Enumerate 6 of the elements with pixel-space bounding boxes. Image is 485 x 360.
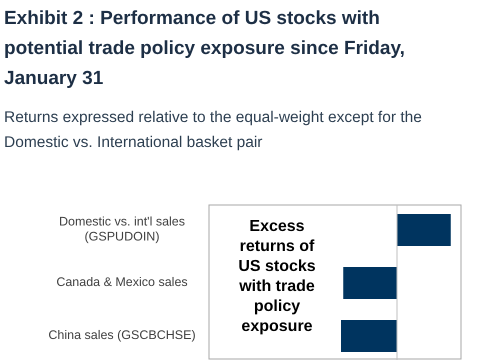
- y-tick-label: Canada & Mexico sales: [56, 275, 188, 290]
- y-tick-label: China sales (GSCBCHSE): [48, 328, 196, 342]
- text: Returns expressed relative to the equal-weight except for the Domestic vs. International basket pair: [4, 109, 422, 151]
- text: Excess returns of US stocks with trade policy exposure: [238, 218, 316, 336]
- chart-title: Exhibit 2 : Performance of US stocks with potential trade policy exposure since Friday, January 31: [4, 8, 405, 89]
- y-tick-label: Domestic vs. int'l sales (GSPUDOIN): [58, 214, 186, 244]
